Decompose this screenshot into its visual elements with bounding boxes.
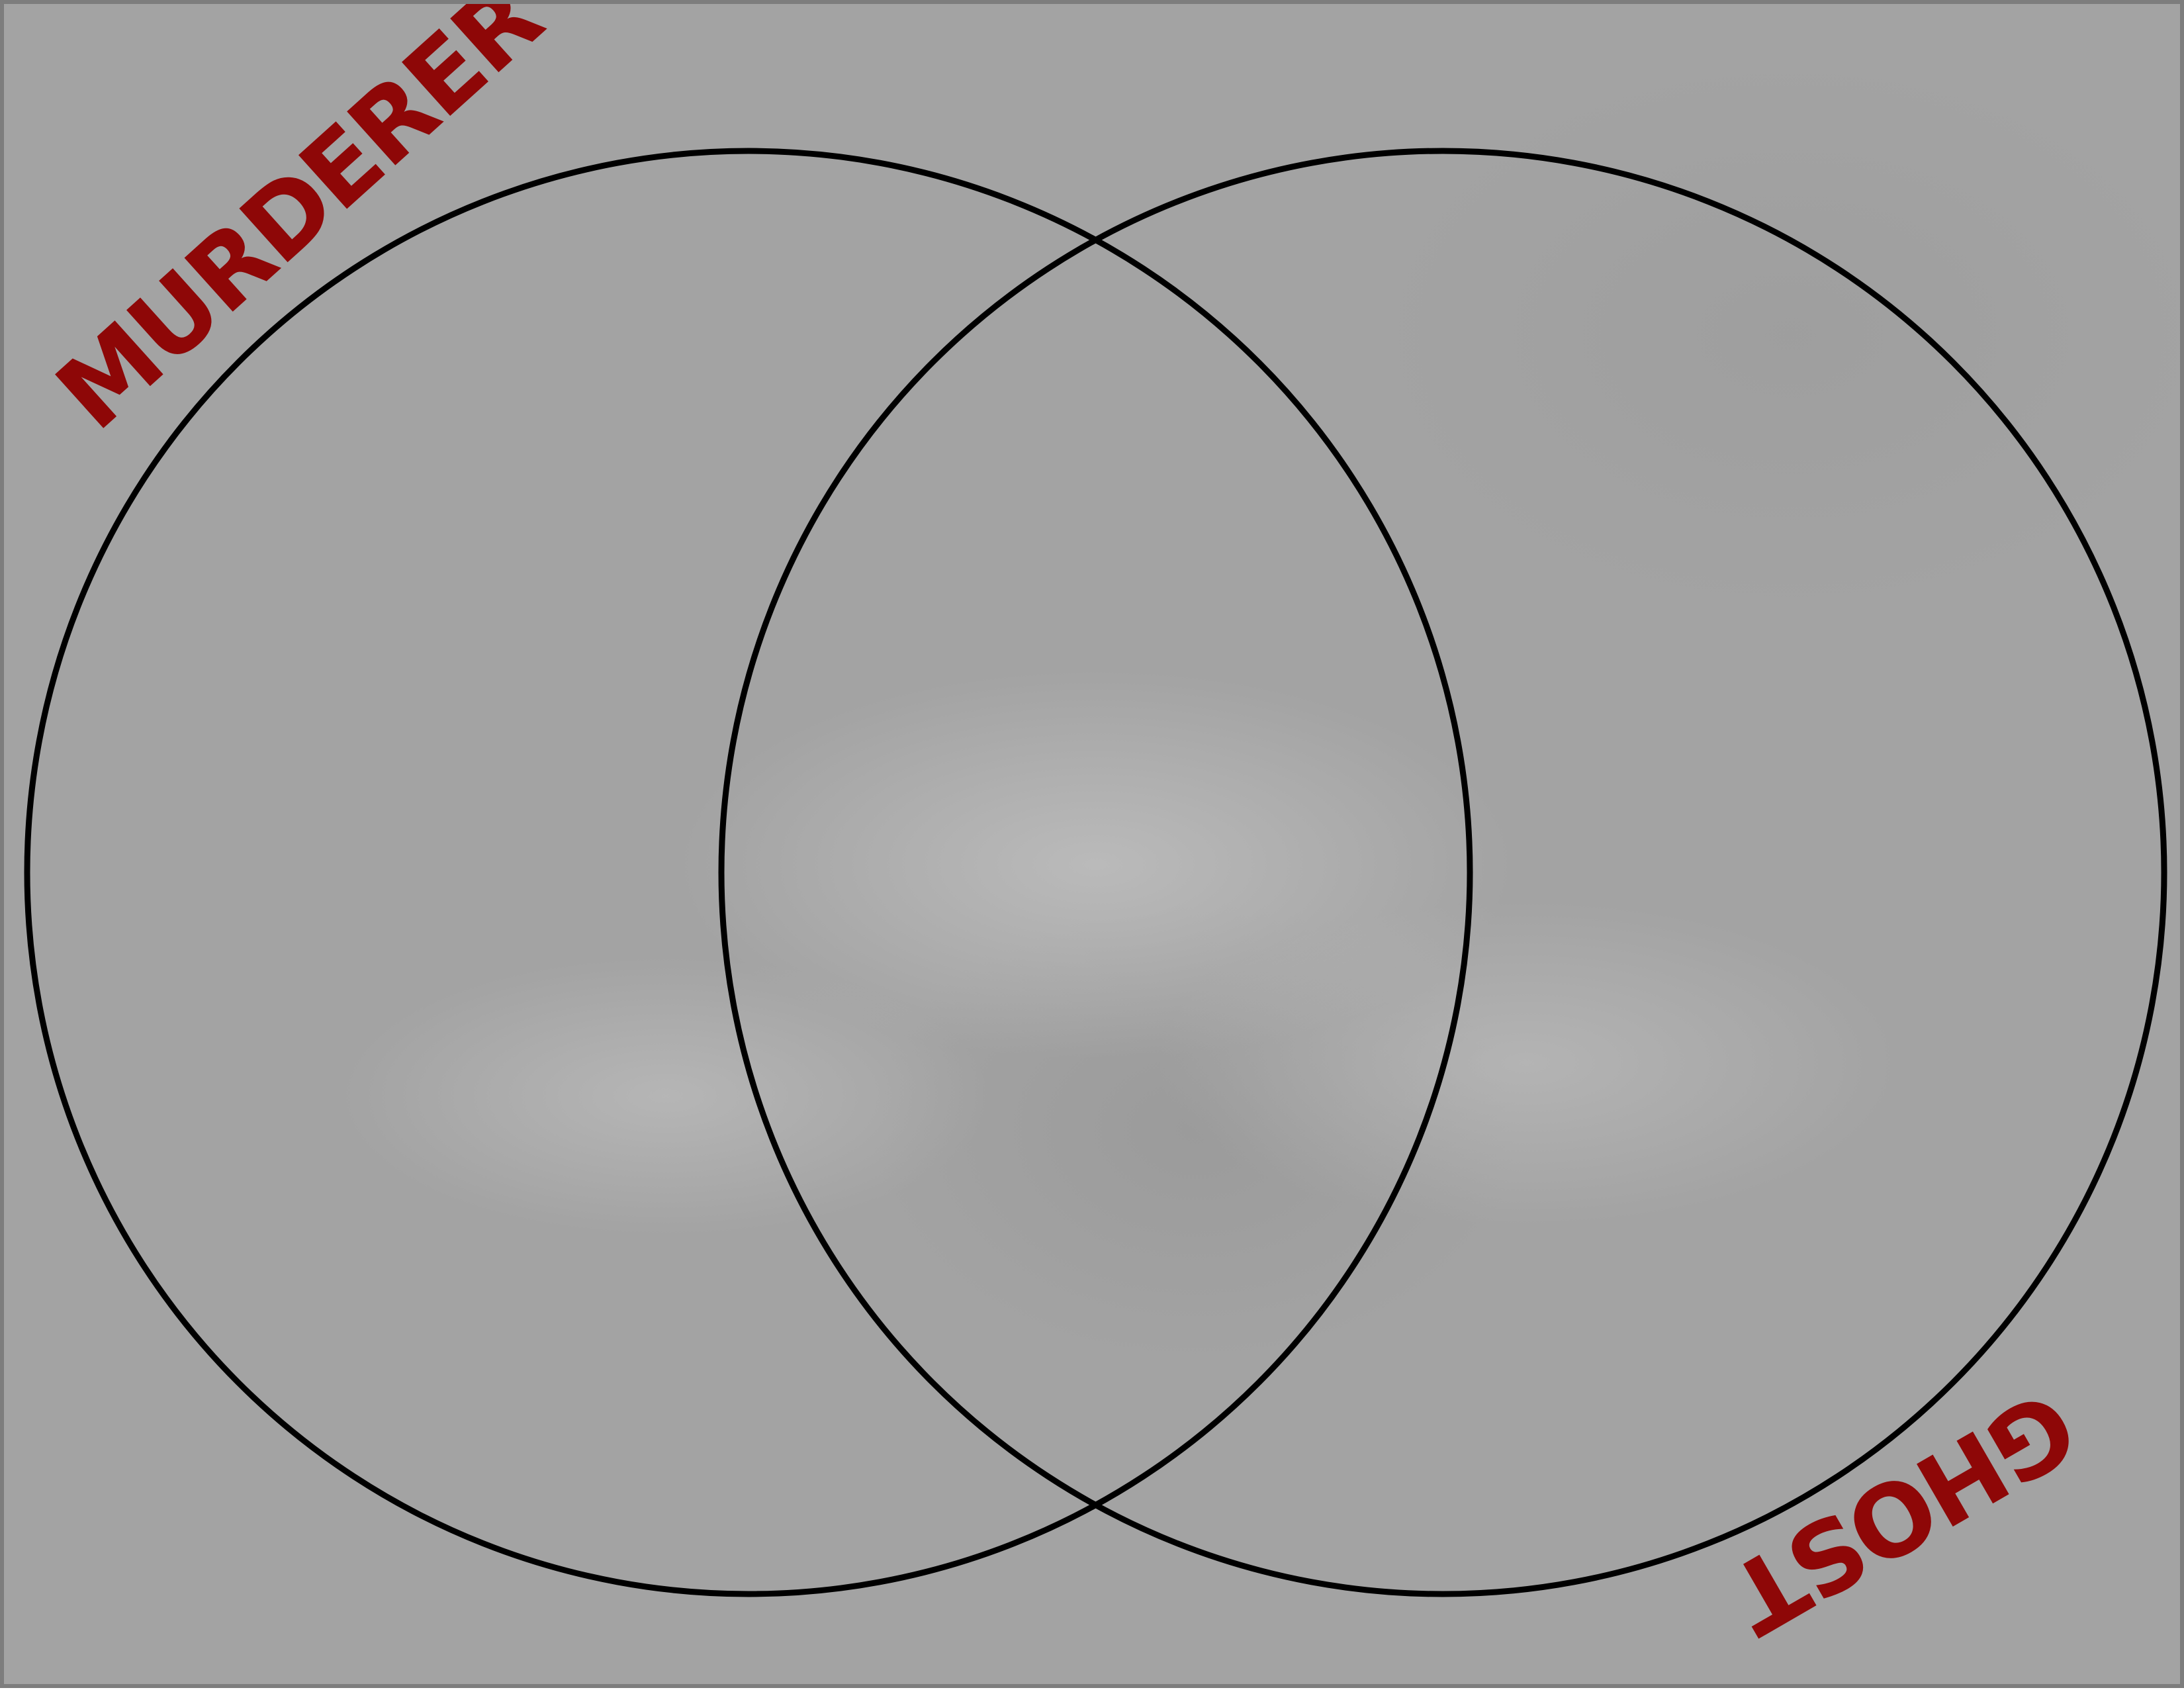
left-set-label: MURDERER: [36, 4, 564, 452]
left-circle: [24, 148, 1473, 1597]
venn-diagram: MURDERER GHOST: [24, 4, 2167, 1656]
right-circle: [718, 148, 2167, 1597]
right-set-label: GHOST: [1710, 1367, 2095, 1656]
